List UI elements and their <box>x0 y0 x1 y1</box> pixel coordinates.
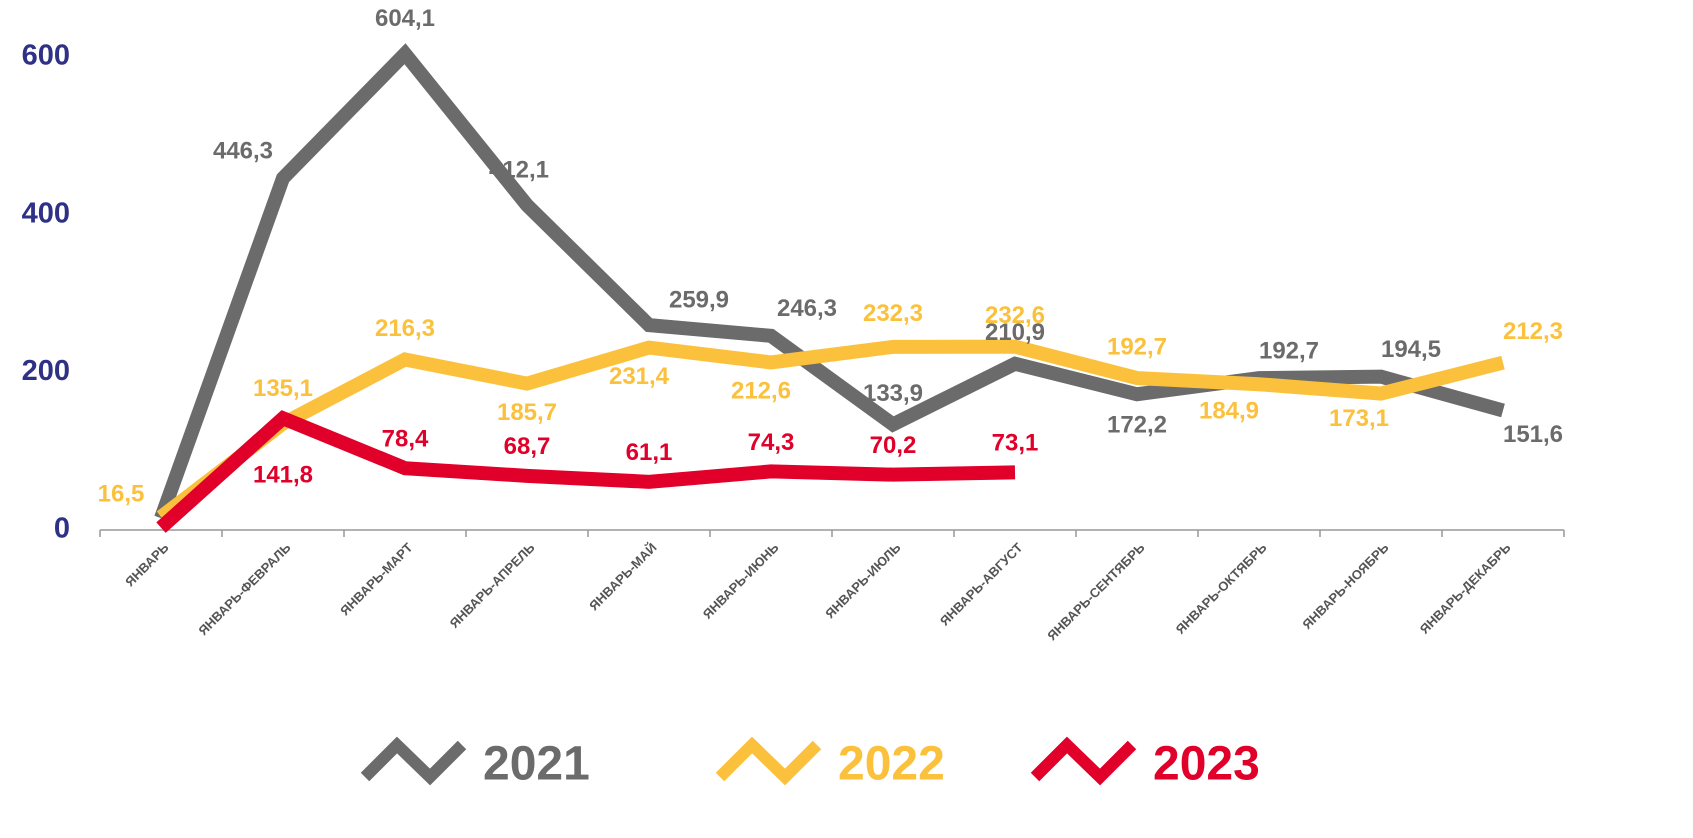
data-label: 173,1 <box>1329 405 1389 432</box>
x-tick-label: ЯНВАРЬ <box>122 540 171 589</box>
data-label: 446,3 <box>213 138 273 165</box>
data-label: 73,1 <box>992 430 1039 457</box>
legend-icon <box>715 736 822 786</box>
series-line <box>156 410 1016 533</box>
data-label: 68,7 <box>504 433 551 460</box>
data-label: 210,9 <box>985 319 1045 346</box>
y-tick-label: 600 <box>22 40 70 72</box>
x-tick-label: ЯНВАРЬ-НОЯБРЬ <box>1299 540 1391 632</box>
data-label: 246,3 <box>777 295 837 322</box>
data-label: 192,7 <box>1259 337 1319 364</box>
x-tick-label: ЯНВАРЬ-АВГУСТ <box>937 540 1026 629</box>
data-label: 192,7 <box>1107 333 1167 360</box>
data-label: 78,4 <box>382 426 429 453</box>
series-line <box>154 43 1505 521</box>
x-tick-label: ЯНВАРЬ-ИЮНЬ <box>700 540 782 622</box>
data-label: 185,7 <box>497 399 557 426</box>
y-tick-label: 0 <box>54 513 70 545</box>
x-tick-label: ЯНВАРЬ-ДЕКАБРЬ <box>1417 540 1514 637</box>
data-label: 231,4 <box>609 363 670 390</box>
x-tick-label: ЯНВАРЬ-АПРЕЛЬ <box>447 540 538 631</box>
data-label: 74,3 <box>748 429 795 456</box>
y-tick-label: 200 <box>22 355 70 387</box>
legend-label: 2023 <box>1153 738 1260 791</box>
x-tick-label: ЯНВАРЬ-ФЕВРАЛЬ <box>195 540 293 638</box>
data-label: 232,6 <box>985 302 1045 329</box>
data-label: 184,9 <box>1199 398 1259 425</box>
data-label: 212,3 <box>1503 318 1563 345</box>
data-label: 172,2 <box>1107 412 1167 439</box>
legend-label: 2022 <box>838 738 945 791</box>
x-tick-label: ЯНВАРЬ-СЕНТЯБРЬ <box>1044 540 1147 643</box>
data-label: 141,8 <box>253 462 313 489</box>
data-label: 194,5 <box>1381 336 1441 363</box>
data-label: 61,1 <box>626 439 673 466</box>
legend-icon <box>360 736 467 786</box>
data-label: 604,1 <box>375 5 435 32</box>
legend-label: 2021 <box>483 738 590 791</box>
data-label: 151,6 <box>1503 421 1563 448</box>
data-label: 259,9 <box>669 286 729 313</box>
data-label: 412,1 <box>489 156 549 183</box>
legend-icon <box>1030 736 1137 786</box>
data-label: 212,6 <box>731 378 791 405</box>
x-tick-label: ЯНВАРЬ-ОКТЯБРЬ <box>1173 540 1270 637</box>
y-tick-label: 400 <box>22 197 70 229</box>
data-label: 70,2 <box>870 432 917 459</box>
data-label: 232,3 <box>863 300 923 327</box>
data-label: 16,5 <box>98 480 145 507</box>
data-label: 135,1 <box>253 375 313 402</box>
data-label: 216,3 <box>375 315 435 342</box>
x-tick-label: ЯНВАРЬ-ИЮЛЬ <box>822 540 903 621</box>
series-line <box>156 339 1505 523</box>
data-label: 133,9 <box>863 380 923 407</box>
x-tick-label: ЯНВАРЬ-МАРТ <box>337 540 415 618</box>
x-tick-label: ЯНВАРЬ-МАЙ <box>586 540 659 613</box>
